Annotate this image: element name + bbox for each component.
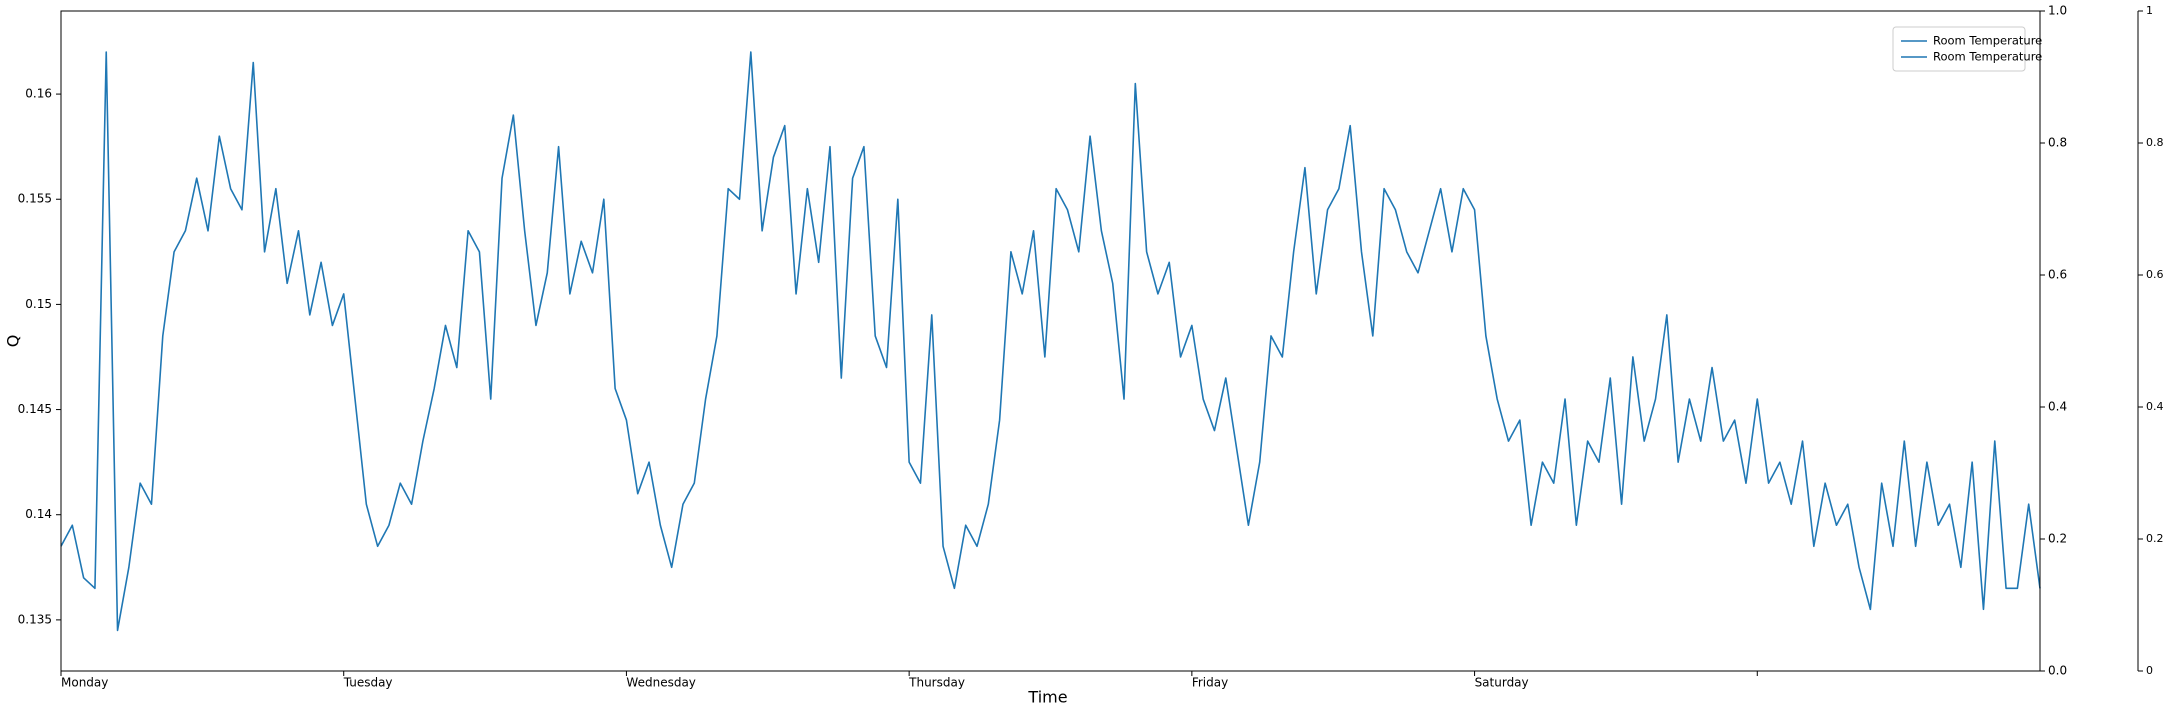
plot-frame — [60, 10, 2041, 672]
y3-tick-label: 1 — [2146, 4, 2153, 17]
x-tick-label: Thursday — [908, 676, 965, 690]
series-line — [60, 51, 2041, 632]
y-tick-label: 0.15 — [25, 297, 52, 311]
y3-tick-label: 0.4 — [2146, 400, 2164, 413]
y-tick-label: 0.155 — [18, 192, 52, 206]
y2-tick-label: 1.0 — [2048, 4, 2067, 18]
y3-tick-label: 0.2 — [2146, 532, 2164, 545]
x-tick-label: Saturday — [1475, 676, 1529, 690]
y-tick-label: 0.135 — [18, 612, 52, 626]
y2-tick-label: 0.8 — [2048, 136, 2067, 150]
legend-box — [1892, 26, 2026, 72]
x-tick-label: Friday — [1192, 676, 1228, 690]
legend-label: Room Temperature — [1933, 34, 2042, 48]
y3-tick-label: 0 — [2146, 664, 2153, 677]
y2-tick-label: 0.2 — [2048, 532, 2067, 546]
x-tick-label: Wednesday — [626, 676, 695, 690]
x-tick-label: Tuesday — [343, 676, 393, 690]
y2-tick-label: 0.6 — [2048, 268, 2067, 282]
y-axis-title: Q — [4, 335, 23, 348]
y3-tick-label: 0.6 — [2146, 268, 2164, 281]
y2-tick-label: 0.0 — [2048, 664, 2067, 678]
x-axis-title: Time — [1027, 688, 1067, 707]
legend-label: Room Temperature — [1933, 50, 2042, 64]
y-tick-label: 0.16 — [25, 87, 52, 101]
x-tick-label: Monday — [61, 676, 108, 690]
y-tick-label: 0.145 — [18, 402, 52, 416]
y3-tick-label: 0.8 — [2146, 136, 2164, 149]
y-tick-label: 0.14 — [25, 507, 52, 521]
y2-tick-label: 0.4 — [2048, 400, 2067, 414]
